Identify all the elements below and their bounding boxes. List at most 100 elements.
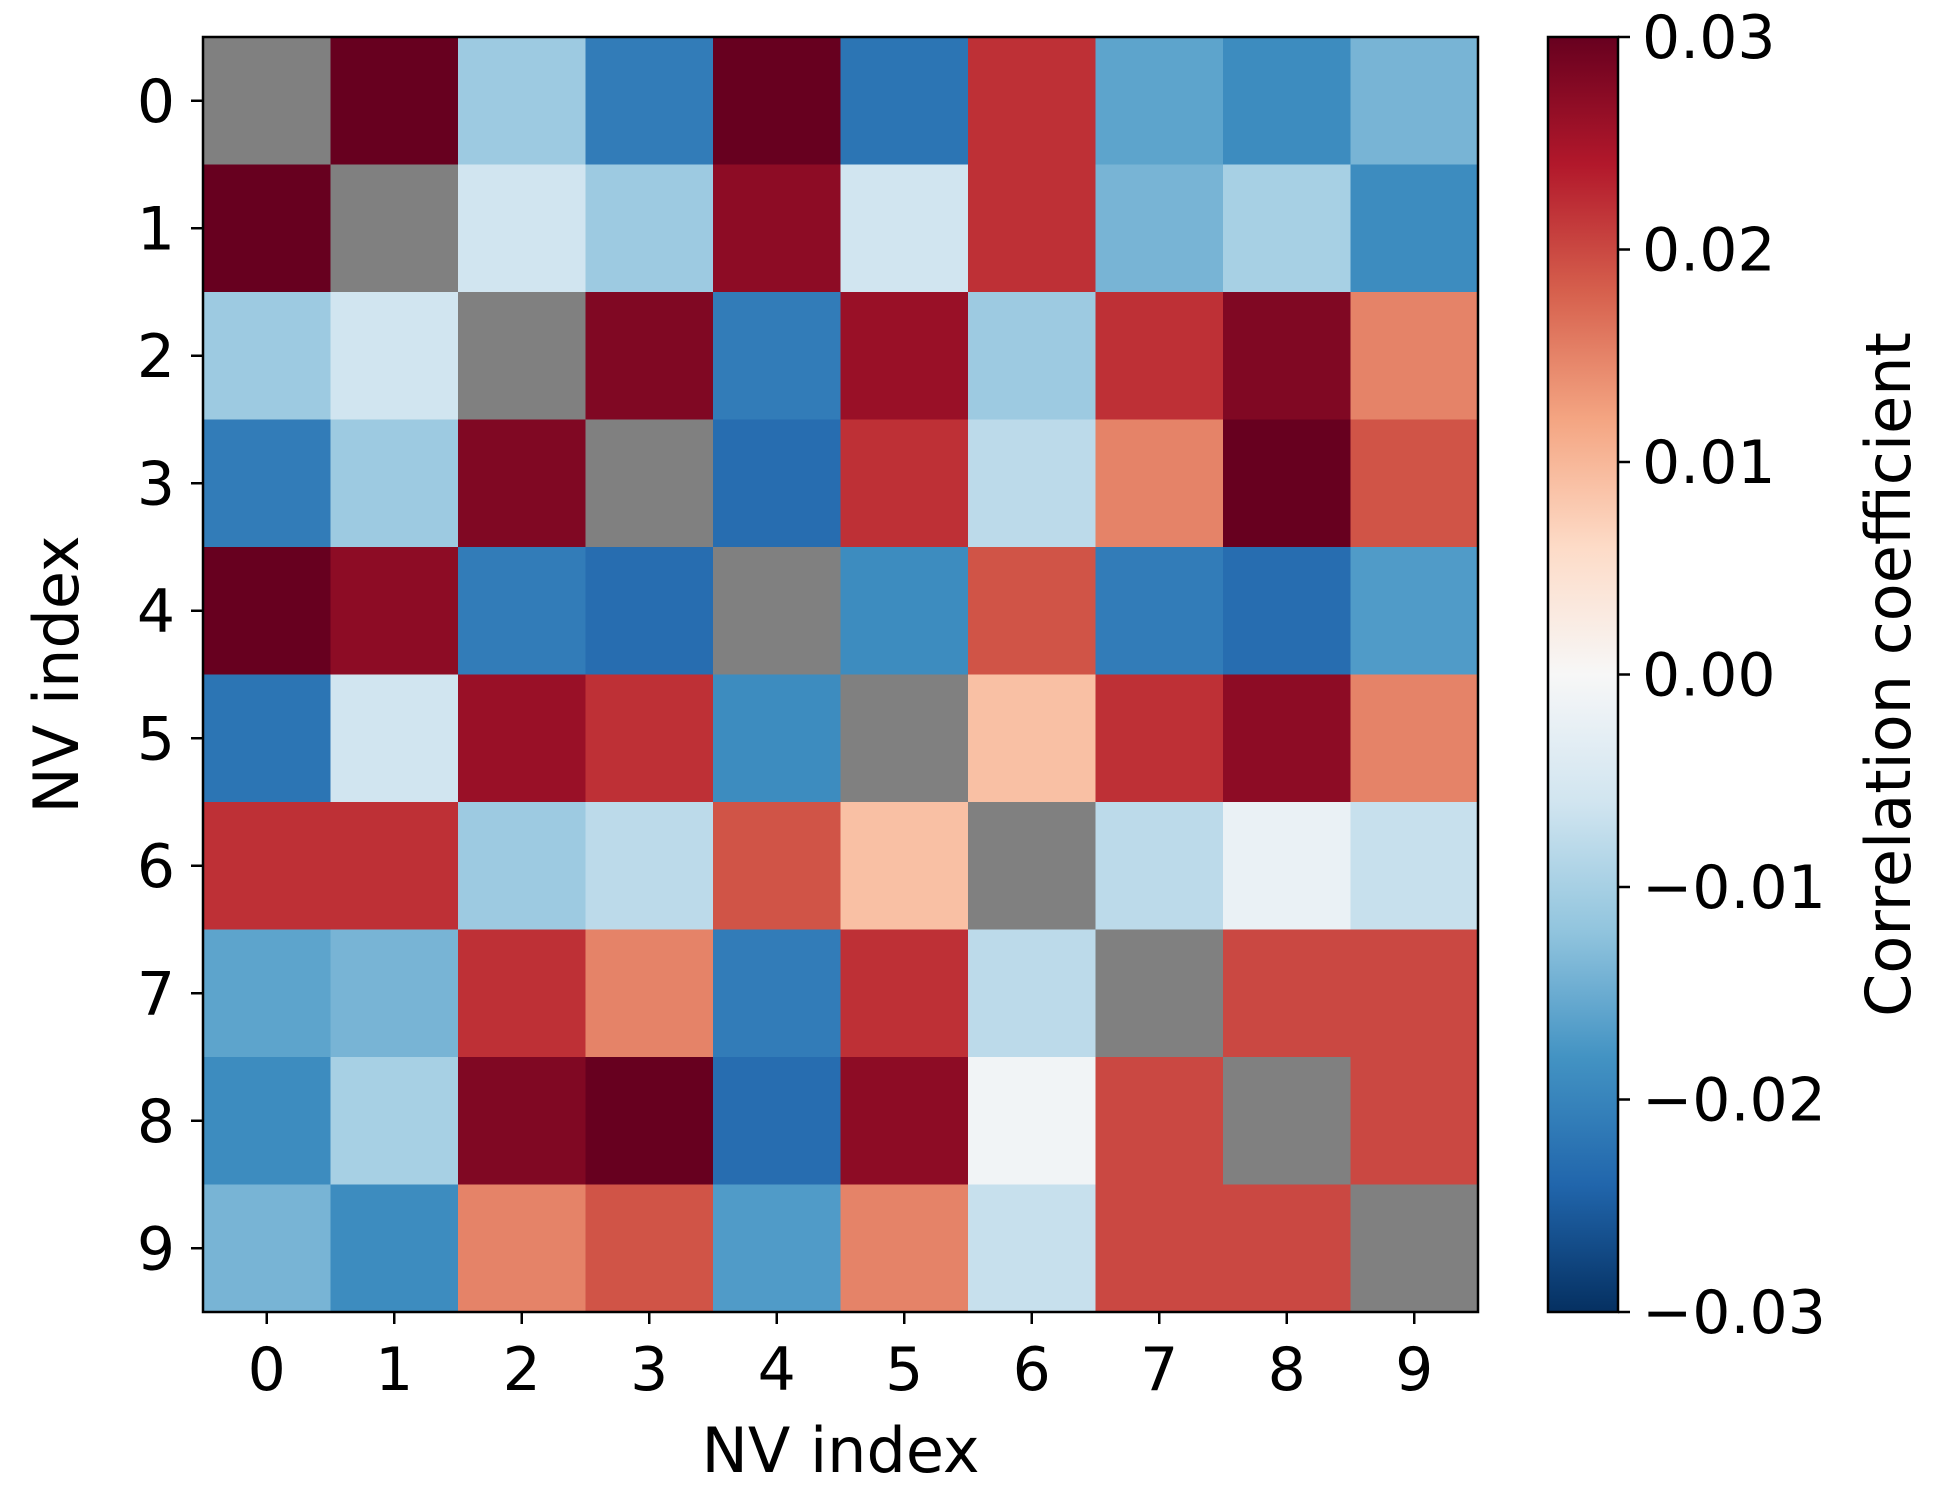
x-tick-label: 6 xyxy=(1013,1335,1051,1405)
heatmap-cell-5-7 xyxy=(1095,674,1224,803)
heatmap-cell-5-9 xyxy=(1350,674,1479,803)
heatmap-cell-1-9 xyxy=(1350,164,1479,293)
heatmap-cell-9-6 xyxy=(968,1184,1097,1313)
heatmap-cell-2-4 xyxy=(713,292,842,421)
x-tick-label: 7 xyxy=(1140,1335,1178,1405)
colorbar-tick-label: 0.02 xyxy=(1642,216,1776,286)
heatmap-cell-9-8 xyxy=(1223,1184,1352,1313)
y-tick-label: 9 xyxy=(137,1214,175,1284)
heatmap-cell-9-3 xyxy=(585,1184,714,1313)
heatmap-cell-4-7 xyxy=(1095,547,1224,676)
heatmap-cell-8-3 xyxy=(585,1057,714,1186)
heatmap-cell-7-0 xyxy=(203,929,332,1058)
heatmap-cell-1-1 xyxy=(330,164,459,293)
heatmap-cell-0-8 xyxy=(1223,37,1352,166)
y-tick-label: 6 xyxy=(137,832,175,902)
heatmap-cell-2-6 xyxy=(968,292,1097,421)
y-axis-label: NV index xyxy=(20,535,93,813)
heatmap-cell-8-0 xyxy=(203,1057,332,1186)
heatmap-cell-7-3 xyxy=(585,929,714,1058)
heatmap-cell-6-5 xyxy=(840,802,969,931)
heatmap-cell-3-7 xyxy=(1095,419,1224,548)
heatmap-cell-6-9 xyxy=(1350,802,1479,931)
heatmap-cell-0-1 xyxy=(330,37,459,166)
heatmap-cell-7-5 xyxy=(840,929,969,1058)
heatmap-cell-3-5 xyxy=(840,419,969,548)
heatmap-cell-7-6 xyxy=(968,929,1097,1058)
heatmap-cell-3-8 xyxy=(1223,419,1352,548)
heatmap-cell-5-4 xyxy=(713,674,842,803)
heatmap-cell-9-0 xyxy=(203,1184,332,1313)
heatmap-cell-1-3 xyxy=(585,164,714,293)
heatmap-cell-8-4 xyxy=(713,1057,842,1186)
heatmap-cell-8-7 xyxy=(1095,1057,1224,1186)
heatmap-cell-9-7 xyxy=(1095,1184,1224,1313)
heatmap-cell-5-0 xyxy=(203,674,332,803)
heatmap-cell-8-8 xyxy=(1223,1057,1352,1186)
heatmap-cell-9-4 xyxy=(713,1184,842,1313)
heatmap-cell-7-2 xyxy=(458,929,587,1058)
colorbar-tick-label: 0.03 xyxy=(1642,3,1776,73)
heatmap-cell-4-6 xyxy=(968,547,1097,676)
heatmap-cell-6-4 xyxy=(713,802,842,931)
heatmap-cell-0-2 xyxy=(458,37,587,166)
heatmap-cell-1-7 xyxy=(1095,164,1224,293)
heatmap-cell-6-1 xyxy=(330,802,459,931)
y-tick-label: 5 xyxy=(137,704,175,774)
heatmap-cell-0-4 xyxy=(713,37,842,166)
y-tick-label: 7 xyxy=(137,959,175,1029)
heatmap-cell-2-5 xyxy=(840,292,969,421)
heatmap-cell-5-5 xyxy=(840,674,969,803)
x-tick-label: 1 xyxy=(375,1335,413,1405)
heatmap-cell-3-9 xyxy=(1350,419,1479,548)
y-tick-label: 1 xyxy=(137,194,175,264)
colorbar-ticks: 0.03 0.02 0.01 0.00 −0.01 −0.02 −0.03 xyxy=(1618,3,1826,1348)
y-tick-label: 0 xyxy=(137,67,175,137)
plot-frame xyxy=(201,35,1480,1314)
colorbar-tick-label: −0.01 xyxy=(1642,853,1826,923)
heatmap-cell-0-0 xyxy=(203,37,332,166)
heatmap-cell-8-9 xyxy=(1350,1057,1479,1186)
heatmap-cell-7-4 xyxy=(713,929,842,1058)
heatmap-cell-4-3 xyxy=(585,547,714,676)
heatmap-cell-6-3 xyxy=(585,802,714,931)
heatmap-cell-9-1 xyxy=(330,1184,459,1313)
heatmap-cell-1-5 xyxy=(840,164,969,293)
heatmap-cell-2-7 xyxy=(1095,292,1224,421)
heatmap-cell-9-5 xyxy=(840,1184,969,1313)
heatmap-cell-6-0 xyxy=(203,802,332,931)
heatmap-cell-0-5 xyxy=(840,37,969,166)
heatmap-cell-3-1 xyxy=(330,419,459,548)
heatmap-cell-4-0 xyxy=(203,547,332,676)
heatmap-cell-4-1 xyxy=(330,547,459,676)
x-axis-ticks: 0 1 2 3 4 5 6 7 8 9 xyxy=(248,1312,1433,1405)
heatmap-cell-3-0 xyxy=(203,419,332,548)
x-tick-label: 9 xyxy=(1395,1335,1433,1405)
heatmap-cell-0-3 xyxy=(585,37,714,166)
heatmap-cell-7-9 xyxy=(1350,929,1479,1058)
y-axis-ticks: 0 1 2 3 4 5 6 7 8 9 xyxy=(137,67,203,1284)
heatmap-cell-1-8 xyxy=(1223,164,1352,293)
y-tick-label: 3 xyxy=(137,449,175,519)
x-tick-label: 3 xyxy=(630,1335,668,1405)
heatmap-cell-0-9 xyxy=(1350,37,1479,166)
colorbar-tick-label: 0.01 xyxy=(1642,428,1776,498)
colorbar xyxy=(1548,37,1618,1312)
heatmap-cell-8-2 xyxy=(458,1057,587,1186)
y-tick-label: 4 xyxy=(137,577,175,647)
heatmap-cell-2-2 xyxy=(458,292,587,421)
heatmap-cell-7-1 xyxy=(330,929,459,1058)
heatmap-cell-4-4 xyxy=(713,547,842,676)
heatmap-cell-2-0 xyxy=(203,292,332,421)
heatmap-cell-1-0 xyxy=(203,164,332,293)
colorbar-tick-label: 0.00 xyxy=(1642,641,1776,711)
x-axis-label: NV index xyxy=(701,1414,979,1487)
heatmap-cell-6-8 xyxy=(1223,802,1352,931)
heatmap-cell-8-5 xyxy=(840,1057,969,1186)
heatmap-cell-1-4 xyxy=(713,164,842,293)
heatmap-cell-5-2 xyxy=(458,674,587,803)
heatmap-cell-3-4 xyxy=(713,419,842,548)
heatmap-cell-2-1 xyxy=(330,292,459,421)
heatmap-cell-3-6 xyxy=(968,419,1097,548)
